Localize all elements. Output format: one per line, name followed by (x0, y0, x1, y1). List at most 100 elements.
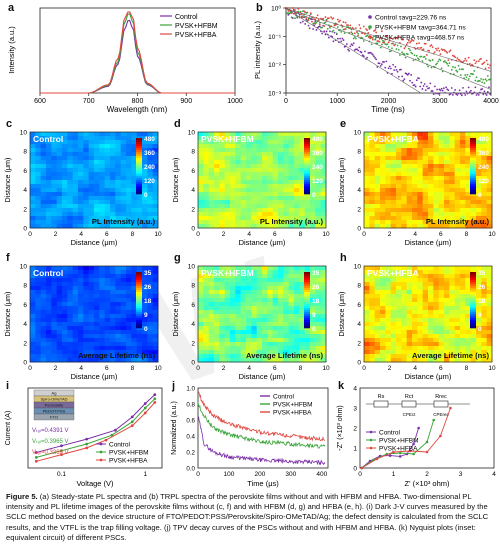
map-g-pixel (294, 286, 300, 291)
map-g-pixel (256, 322, 263, 327)
map-e-pixel (433, 196, 440, 201)
map-d-title: PVSK+HFBM (201, 134, 254, 144)
map-c-pixel (51, 208, 58, 213)
map-g-colorbar-label-0: 35 (312, 270, 320, 277)
map-g-colorbar-step (304, 318, 310, 321)
map-c-pixel (56, 184, 63, 189)
map-d-pixel (256, 176, 263, 181)
map-f-pixel (67, 282, 74, 287)
map-e-pixel (428, 156, 434, 161)
map-g-colorbar-step (304, 324, 310, 327)
map-g-pixel (240, 326, 247, 331)
map-g-pixel (256, 290, 263, 295)
map-e-pixel (412, 156, 418, 161)
map-c-pixel (30, 188, 36, 193)
chart-b-point-1 (483, 82, 486, 84)
map-c-pixel (110, 168, 116, 173)
map-h-pixel (412, 270, 418, 275)
map-e-pixel (417, 132, 424, 137)
map-d-pixel (310, 156, 316, 161)
map-e-pixel (401, 220, 408, 225)
map-e-pixel (390, 176, 397, 181)
chart-i-point-2 (153, 400, 157, 404)
map-g-pixel (299, 326, 306, 331)
map-e-pixel (364, 160, 370, 165)
map-f-pixel (152, 278, 159, 283)
circuit-label-cperec: CPErec (433, 412, 449, 417)
map-e-pixel (449, 168, 456, 173)
map-c-pixel (35, 152, 42, 157)
map-g-pixel (299, 322, 306, 327)
chart-b-point-2 (436, 49, 438, 52)
map-c-pixel (104, 192, 111, 197)
map-h-pixel (465, 278, 472, 283)
map-c-pixel (110, 212, 116, 217)
map-d-pixel (246, 140, 252, 145)
chart-i-point-0 (113, 428, 117, 432)
map-h-pixel (406, 310, 413, 315)
map-f-pixel (40, 306, 47, 311)
chart-b-legend-label-1: PVSK+HFBM τavg=364.71 ns (375, 25, 466, 32)
map-h-pixel (422, 266, 429, 271)
map-c-pixel (126, 196, 132, 201)
map-f-pixel (46, 314, 52, 319)
map-c-pixel (67, 188, 74, 193)
map-h-pixel (369, 318, 376, 323)
map-h-pixel (449, 330, 456, 335)
map-e-pixel (380, 144, 386, 149)
map-h-pixel (369, 306, 376, 311)
chart-j-series-0 (197, 416, 326, 466)
map-c-pixel (126, 180, 132, 185)
map-d-pixel (230, 212, 236, 217)
map-h-pixel (364, 334, 370, 339)
chart-b-point-2 (307, 19, 310, 22)
map-c-pixel (72, 208, 79, 213)
map-e-pixel (422, 176, 429, 181)
map-f-pixel (56, 306, 63, 311)
map-e-pixel (444, 208, 450, 213)
map-f-xtick-3: 6 (105, 365, 109, 372)
map-f-pixel (104, 314, 111, 319)
map-h-pixel (406, 286, 413, 291)
map-d-pixel (256, 156, 263, 161)
map-g-pixel (198, 318, 204, 323)
map-e-pixel (444, 136, 450, 141)
map-g-pixel (267, 278, 274, 283)
chart-b-point-0 (403, 78, 406, 80)
map-g-pixel (246, 342, 252, 347)
map-e-pixel (390, 220, 397, 225)
map-d-pixel (203, 192, 210, 197)
map-g-pixel (315, 346, 322, 351)
map-h-pixel (444, 318, 450, 323)
map-c-pixel (67, 192, 74, 197)
map-f-pixel (35, 322, 42, 327)
map-g-pixel (320, 282, 327, 287)
map-d-pixel (288, 160, 295, 165)
map-f-pixel (115, 294, 122, 299)
map-c-pixel (115, 152, 122, 157)
map-c-caption: PL Intensity (a.u.) (92, 217, 156, 226)
map-e-colorbar-step (470, 168, 476, 171)
map-h-pixel (406, 294, 413, 299)
map-f-pixel (131, 310, 138, 315)
map-f-pixel (115, 334, 122, 339)
map-e-pixel (454, 132, 461, 137)
map-h-pixel (412, 278, 418, 283)
map-f-pixel (115, 342, 122, 347)
map-e-pixel (406, 132, 413, 137)
map-h-pixel (454, 350, 461, 355)
map-c-pixel (56, 188, 63, 193)
map-g-pixel (320, 298, 327, 303)
map-f-pixel (35, 346, 42, 351)
map-h-pixel (465, 330, 472, 335)
map-e-pixel (390, 160, 397, 165)
map-g-pixel (198, 346, 204, 351)
chart-b-point-2 (287, 10, 290, 12)
map-g-pixel (283, 306, 290, 311)
map-c-pixel (56, 164, 63, 169)
chart-b-point-0 (394, 65, 397, 68)
map-c-pixel (142, 212, 148, 217)
chart-b-point-1 (462, 68, 464, 71)
map-c-pixel (56, 180, 63, 185)
map-d-pixel (272, 164, 279, 169)
